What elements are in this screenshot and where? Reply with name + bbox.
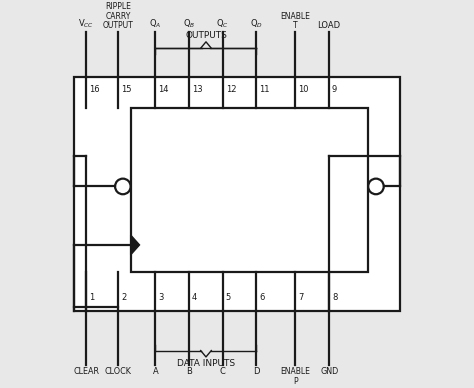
Text: 11: 11 <box>259 85 270 94</box>
Text: 3: 3 <box>158 293 164 301</box>
Text: 14: 14 <box>158 85 169 94</box>
Text: C: C <box>220 367 226 376</box>
Text: Q$_D$: Q$_D$ <box>250 18 263 31</box>
Text: A: A <box>153 367 158 376</box>
Text: CLEAR: CLEAR <box>73 367 100 376</box>
Text: 4: 4 <box>192 293 197 301</box>
Text: 10: 10 <box>298 85 309 94</box>
Text: RIPPLE
CARRY
OUTPUT: RIPPLE CARRY OUTPUT <box>103 2 134 31</box>
Text: ENABLE
T: ENABLE T <box>281 12 310 31</box>
Text: 2: 2 <box>121 293 127 301</box>
Text: D: D <box>253 367 260 376</box>
Text: 5: 5 <box>226 293 231 301</box>
Polygon shape <box>131 235 139 255</box>
Text: 8: 8 <box>332 293 337 301</box>
Text: B: B <box>186 367 192 376</box>
Text: DATA INPUTS: DATA INPUTS <box>177 359 235 369</box>
Text: 9: 9 <box>332 85 337 94</box>
Text: LOAD: LOAD <box>318 21 341 31</box>
Text: 1: 1 <box>89 293 94 301</box>
Text: 15: 15 <box>121 85 132 94</box>
Text: 13: 13 <box>192 85 202 94</box>
Text: CLOCK: CLOCK <box>105 367 132 376</box>
Text: Q$_C$: Q$_C$ <box>217 18 229 31</box>
Bar <box>131 109 368 272</box>
Bar <box>74 76 400 310</box>
Text: Q$_A$: Q$_A$ <box>149 18 162 31</box>
Text: 12: 12 <box>226 85 236 94</box>
Text: 7: 7 <box>298 293 304 301</box>
Text: 16: 16 <box>89 85 100 94</box>
Text: GND: GND <box>320 367 338 376</box>
Text: ENABLE
P: ENABLE P <box>281 367 310 386</box>
Text: OUTPUTS: OUTPUTS <box>185 31 227 40</box>
Text: 6: 6 <box>259 293 264 301</box>
Text: Q$_B$: Q$_B$ <box>183 18 195 31</box>
Text: V$_{CC}$: V$_{CC}$ <box>78 18 94 31</box>
